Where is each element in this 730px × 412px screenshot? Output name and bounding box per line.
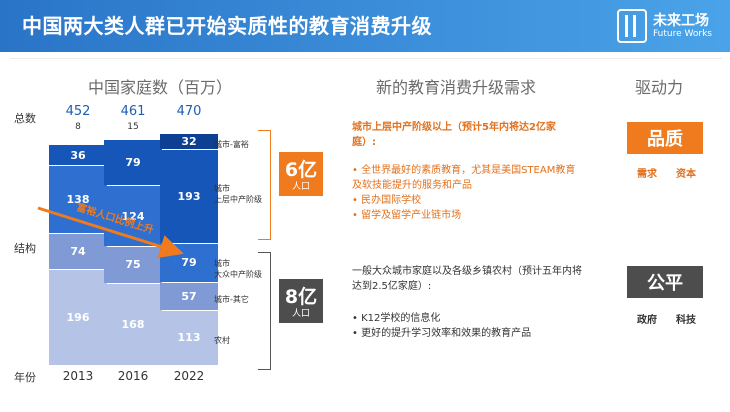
category-label-mass-middle: 城市 大众中产阶级 — [214, 259, 262, 279]
segment-urban-other: 75 — [104, 247, 162, 283]
bar-total-label: 461 — [120, 104, 146, 119]
segment-urban-other: 57 — [160, 282, 218, 310]
segment-upper-middle: 79 — [104, 140, 162, 186]
segment-upper-middle: 36 — [49, 144, 107, 166]
needs-group2-list: • K12学校的信息化 • 更好的提升学习效率和效果的教育产品 — [352, 311, 577, 341]
category-label-rural: 农村 — [214, 336, 230, 345]
segment-urban-other: 74 — [49, 233, 107, 270]
needs-group1-item: • 留学及留学产业链市场 — [352, 210, 462, 221]
category-label-upper-middle: 城市 上层中产阶级 — [214, 184, 262, 204]
page-title: 中国两大类人群已开始实质性的教育消费升级 — [22, 14, 432, 38]
bar-affluent-label: 15 — [127, 122, 139, 132]
column-title-needs: 新的教育消费升级需求 — [376, 78, 537, 97]
needs-group1-item: • 全世界最好的素质教育，尤其是美国STEAM教育及软技能提升的服务和产品 — [352, 165, 576, 191]
logo-text: 未来工场 — [652, 12, 709, 29]
needs-item-text: 民办国际学校 — [361, 195, 422, 206]
label-total: 总数 — [14, 112, 36, 125]
logo: 未来工场 Future Works — [616, 9, 712, 43]
arrow-line — [37, 206, 184, 259]
segment-mass-middle: 124 — [104, 186, 162, 247]
logo-icon — [616, 9, 647, 43]
needs-group1-title: 城市上层中产阶级以上（预计5年内将达2亿家庭）: — [352, 122, 556, 148]
label-structure: 结构 — [14, 242, 36, 255]
bar-total-label: 470 — [176, 104, 202, 119]
needs-item-text: 留学及留学产业链市场 — [361, 210, 462, 221]
category-label-urban-other: 城市-其它 — [214, 295, 249, 304]
population-unit: 人口 — [291, 182, 310, 192]
category-label-affluent: 城市-富裕 — [214, 140, 249, 149]
segment-affluent: 32 — [160, 134, 218, 149]
bar-total-label: 452 — [65, 104, 91, 119]
driver-sub-technology: 科技 — [676, 315, 696, 326]
needs-group2-title: 一般大众城市家庭以及各级乡镇农村（预计五年内将达到2.5亿家庭）: — [352, 266, 582, 292]
population-box-6yi: 6亿 人口 — [279, 152, 323, 196]
driver-sub-demand: 需求 — [637, 169, 657, 180]
year-label: 2013 — [62, 369, 94, 383]
driver-sub-government: 政府 — [637, 315, 657, 326]
population-box-8yi: 8亿 人口 — [279, 279, 323, 323]
header-banner: 中国两大类人群已开始实质性的教育消费升级 未来工场 Future Works — [0, 0, 730, 52]
population-value: 8亿 — [284, 286, 318, 308]
segment-rural: 168 — [104, 283, 162, 365]
label-year: 年份 — [14, 371, 36, 384]
segment-upper-middle: 193 — [160, 149, 218, 244]
needs-item-text: 全世界最好的素质教育，尤其是美国STEAM教育及软技能提升的服务和产品 — [352, 165, 576, 191]
driver-sub-capital: 资本 — [676, 169, 696, 180]
year-label: 2022 — [173, 369, 205, 383]
needs-group2-item: • K12学校的信息化 — [352, 313, 441, 324]
year-label: 2016 — [117, 369, 149, 383]
driver-box-equity: 公平 — [627, 266, 703, 298]
divider — [10, 58, 722, 67]
needs-item-text: 更好的提升学习效率和效果的教育产品 — [361, 328, 532, 339]
segment-rural: 113 — [160, 310, 218, 365]
column-title-drivers: 驱动力 — [635, 78, 684, 97]
needs-group1-list: • 全世界最好的素质教育，尤其是美国STEAM教育及软技能提升的服务和产品 • … — [352, 163, 577, 223]
bracket-8yi — [258, 252, 271, 370]
bar-affluent-label: 8 — [75, 122, 81, 132]
driver-box-quality: 品质 — [627, 122, 703, 154]
needs-item-text: K12学校的信息化 — [361, 313, 441, 324]
bracket-6yi — [258, 130, 271, 240]
column-title-households: 中国家庭数（百万） — [88, 78, 233, 97]
population-value: 6亿 — [284, 159, 318, 181]
needs-group1-item: • 民办国际学校 — [352, 195, 422, 206]
logo-subtext: Future Works — [652, 28, 712, 39]
population-unit: 人口 — [291, 309, 310, 319]
needs-group2-item: • 更好的提升学习效率和效果的教育产品 — [352, 328, 532, 339]
segment-rural: 196 — [49, 270, 107, 365]
